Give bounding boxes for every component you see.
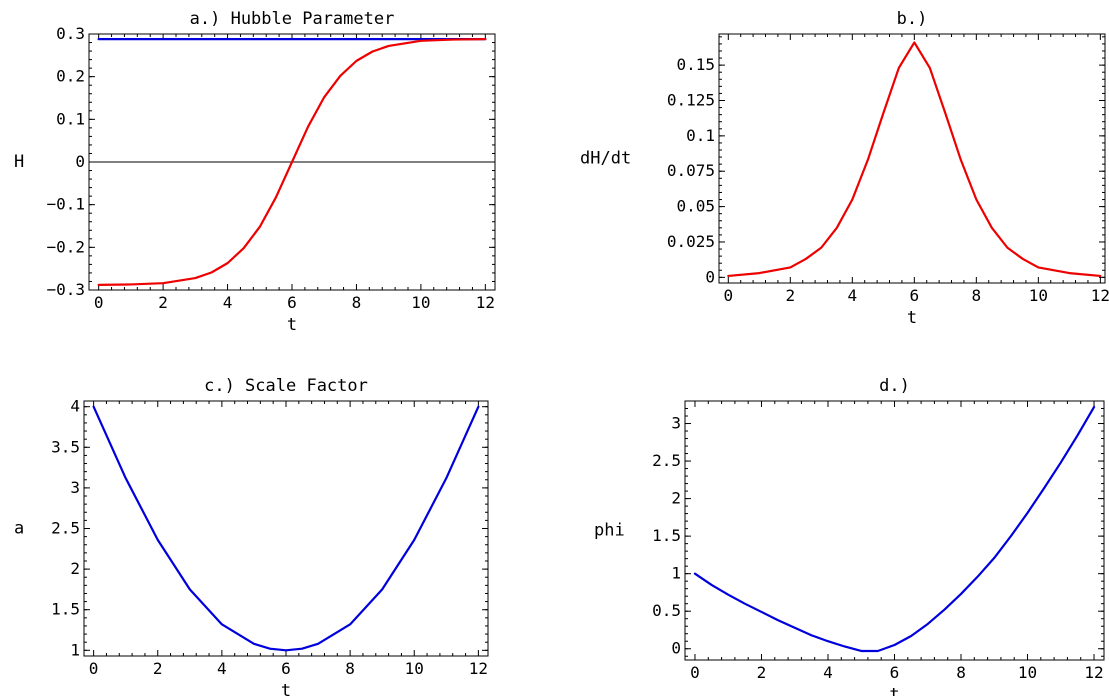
x-axis-label: t: [281, 681, 291, 696]
x-tick-label: 10: [1018, 663, 1037, 682]
x-tick-label: 6: [281, 659, 291, 678]
y-tick-label: 1: [70, 640, 80, 659]
y-tick-label: 0.5: [652, 601, 681, 620]
x-tick-label: 4: [223, 293, 233, 312]
x-tick-label: 0: [723, 286, 733, 305]
panel-c: 0 2 4 6 8 10 12 4 3.5 3 2.5 2 1.5 1 c.) Scale Factor t a: [14, 376, 489, 696]
chart-title: c.) Scale Factor: [204, 376, 368, 396]
series-line-1: [97, 38, 487, 286]
y-tick-label: 1.5: [652, 526, 681, 545]
x-tick-label: 12: [1091, 286, 1109, 305]
y-tick-label: 0.025: [667, 232, 715, 251]
y-tick-label: 3: [671, 414, 681, 433]
chart-title: a.) Hubble Parameter: [190, 9, 395, 29]
x-tick-label: 12: [469, 659, 488, 678]
x-axis-label: t: [889, 685, 899, 696]
y-tick-label: −0.3: [46, 280, 85, 299]
y-axis-label: dH/dt: [580, 149, 631, 169]
x-tick-label: 2: [158, 293, 168, 312]
y-tick-label: 0: [705, 267, 715, 286]
y-tick-label: 0.125: [667, 90, 715, 109]
y-tick-label: 0.05: [676, 197, 715, 216]
y-tick-label: 0.2: [56, 67, 85, 86]
x-axis-label: t: [287, 315, 297, 335]
x-tick-label: 8: [972, 286, 982, 305]
y-tick-label: −0.2: [46, 237, 85, 256]
panel-b: 0 2 4 6 8 10 12 0.15 0.125 0.1 0.075 0.05 0.025 0 b.) t…: [580, 9, 1109, 328]
y-tick-label: 0: [671, 639, 681, 658]
x-tick-label: 4: [217, 659, 227, 678]
x-axis-label: t: [907, 308, 917, 328]
y-tick-label: 0.3: [56, 24, 85, 43]
y-tick-label: 3.5: [51, 437, 80, 456]
y-tick-label: 1: [671, 564, 681, 583]
y-tick-label: 2: [70, 559, 80, 578]
series-line-0: [727, 41, 1102, 278]
plot-frame: [718, 33, 1106, 284]
x-tick-label: 0: [690, 663, 700, 682]
y-tick-label: 2.5: [652, 451, 681, 470]
x-tick-label: 8: [345, 659, 355, 678]
x-tick-label: 6: [287, 293, 297, 312]
x-tick-label: 8: [352, 293, 362, 312]
x-tick-label: 0: [94, 293, 104, 312]
x-tick-label: 8: [956, 663, 966, 682]
y-tick-label: 0.1: [686, 126, 715, 145]
x-tick-label: 2: [757, 663, 767, 682]
chart-title: b.): [897, 9, 928, 29]
x-tick-label: 10: [411, 293, 430, 312]
y-tick-label: 0.15: [676, 55, 715, 74]
x-tick-label: 12: [476, 293, 495, 312]
x-tick-label: 0: [89, 659, 99, 678]
y-axis-label: a: [14, 519, 24, 539]
y-tick-label: 0: [75, 152, 85, 171]
chart-title: d.): [879, 376, 910, 396]
x-tick-label: 2: [785, 286, 795, 305]
y-tick-label: 1.5: [51, 600, 80, 619]
y-tick-label: 3: [70, 478, 80, 497]
x-tick-label: 12: [1084, 663, 1103, 682]
x-tick-label: 4: [847, 286, 857, 305]
x-tick-label: 6: [910, 286, 920, 305]
y-axis-label: phi: [594, 521, 625, 541]
y-tick-label: 4: [70, 397, 80, 416]
x-tick-label: 4: [823, 663, 833, 682]
y-tick-label: 2: [671, 489, 681, 508]
x-tick-label: 10: [1029, 286, 1048, 305]
y-tick-label: 2.5: [51, 519, 80, 538]
series-line-0: [693, 405, 1096, 653]
plot-frame: [684, 400, 1105, 661]
panel-a: 0 2 4 6 8 10 12 0.3 0.2 0.1 0 −0.1 −0.2 −0.3 a.) Hubbl…: [14, 9, 496, 335]
y-axis-label: H: [14, 152, 24, 172]
y-tick-label: −0.1: [46, 195, 85, 214]
panel-d: 0 2 4 6 8 10 12 3 2.5 2 1.5 1 0.5 0 d.) t phi: [594, 376, 1105, 696]
series-line-0: [92, 405, 480, 652]
plot-frame: [83, 400, 489, 657]
y-tick-label: 0.075: [667, 161, 715, 180]
x-tick-label: 6: [890, 663, 900, 682]
x-tick-label: 2: [153, 659, 163, 678]
y-tick-label: 0.1: [56, 109, 85, 128]
x-tick-label: 10: [405, 659, 424, 678]
